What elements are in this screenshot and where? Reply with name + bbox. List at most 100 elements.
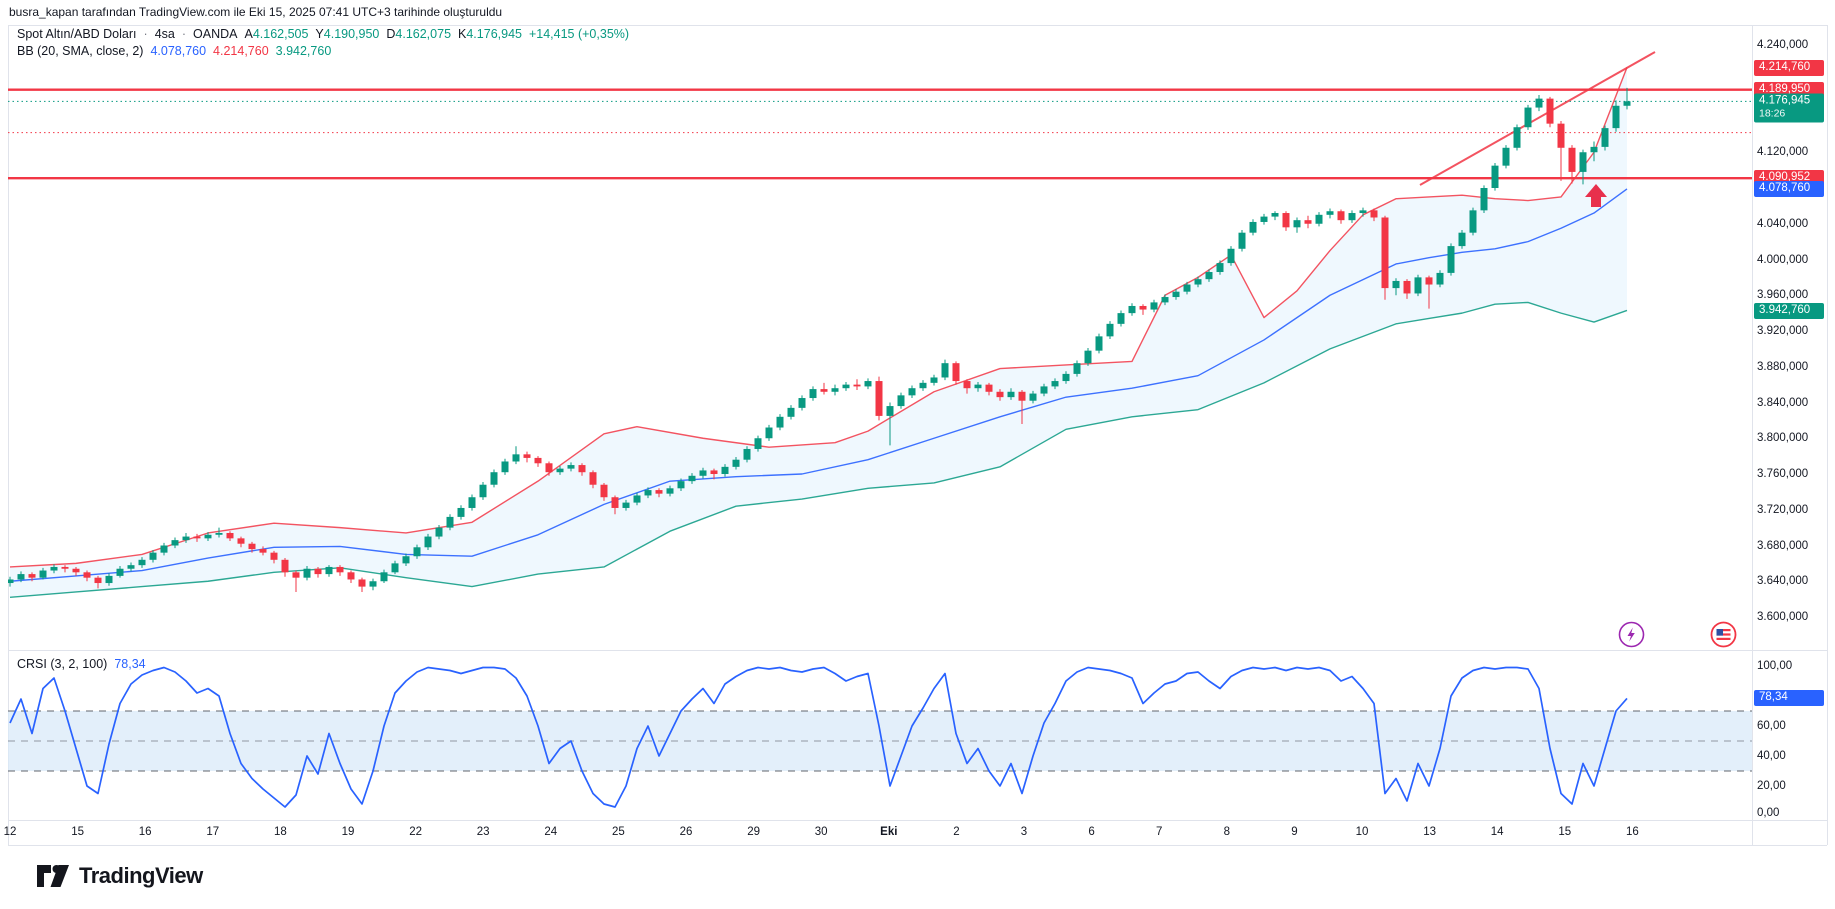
main-pane[interactable] (7, 51, 1753, 599)
candle-body (1326, 211, 1334, 215)
time-label: 16 (138, 826, 152, 838)
price-tick: 3.600,000 (1757, 611, 1809, 623)
candle-body (886, 406, 894, 416)
candle-body (347, 572, 355, 580)
tradingview-logo[interactable]: TradingView (36, 862, 203, 890)
crsi-tick: 100,00 (1757, 660, 1793, 672)
candle-body (1546, 98, 1554, 124)
time-label: 25 (611, 826, 625, 838)
candle-body (303, 568, 311, 578)
candle-body (1249, 221, 1257, 233)
candle-body (1403, 280, 1411, 294)
candle-body (1337, 211, 1345, 221)
candle-body (776, 416, 784, 428)
candle-body (864, 381, 872, 387)
time-label: 30 (814, 826, 828, 838)
candle-body (369, 581, 377, 587)
candle-body (39, 570, 47, 578)
time-label: 10 (1355, 826, 1369, 838)
candle-body (50, 566, 58, 571)
bar-countdown: 18:26 (1759, 107, 1786, 120)
candle-body (732, 459, 740, 467)
candle-body (171, 540, 179, 546)
candle-body (655, 490, 663, 494)
candle-body (1590, 146, 1598, 153)
candle-body (1414, 277, 1422, 294)
crsi-tick: 60,00 (1757, 720, 1786, 732)
price-level-badge: 4.189,950 (1754, 81, 1824, 98)
crsi-legend[interactable]: CRSI (3, 2, 100) 78,34 (17, 657, 146, 671)
candle-body (402, 556, 410, 564)
candle-body (1029, 393, 1037, 401)
candle-body (446, 516, 454, 528)
candle-body (897, 395, 905, 407)
candle-body (1447, 246, 1455, 273)
candle-body (8, 579, 14, 584)
candle-body (501, 461, 509, 473)
price-tick: 3.840,000 (1757, 396, 1809, 409)
crsi-value-badge: 78,34 (1754, 690, 1824, 707)
candle-body (1051, 381, 1059, 387)
candle-body (1370, 210, 1378, 218)
candle-body (1106, 323, 1114, 337)
candle-body (336, 566, 344, 573)
candle-body (1084, 350, 1092, 364)
crsi-pane[interactable] (8, 666, 1752, 808)
candle-body (1260, 216, 1268, 222)
candle-body (413, 547, 421, 557)
price-tick: 3.720,000 (1757, 503, 1809, 516)
candle-body (908, 388, 916, 396)
candle-body (380, 572, 388, 582)
lightning-icon[interactable] (1618, 621, 1645, 648)
bollinger-upper-line (9, 67, 1628, 568)
candle-body (600, 484, 608, 498)
candle-body (1183, 284, 1191, 292)
symbol-legend[interactable]: Spot Altın/ABD Doları · 4sa · OANDA A4.1… (17, 27, 630, 41)
candle-body (1293, 220, 1301, 228)
candle-body (644, 490, 652, 496)
candle-body (237, 538, 245, 544)
candle-body (1117, 313, 1125, 324)
candle-body (1227, 248, 1235, 264)
candle-body (974, 384, 982, 389)
candle-body (468, 497, 476, 508)
candle-body (61, 566, 69, 569)
candle-body (204, 534, 212, 539)
candle-body (512, 454, 520, 462)
candle-body (226, 532, 234, 539)
candle-body (1491, 165, 1499, 188)
trend-line[interactable] (1419, 51, 1656, 186)
time-label: 8 (1223, 826, 1230, 838)
price-tick: 3.800,000 (1757, 432, 1809, 445)
tradingview-logo-text: TradingView (79, 863, 203, 888)
price-tick: 4.240,000 (1757, 39, 1809, 51)
candle-body (853, 384, 861, 387)
candle-body (1315, 214, 1323, 224)
price-tick: 3.960,000 (1757, 289, 1809, 302)
time-label: 6 (1088, 826, 1095, 838)
bb-lower-value: 3.942,760 (275, 44, 332, 58)
candle-body (1392, 280, 1400, 289)
bb-legend[interactable]: BB (20, SMA, close, 2) 4.078,760 4.214,7… (17, 44, 331, 58)
candle-body (1502, 147, 1510, 166)
candle-body (1480, 188, 1488, 211)
time-label: 7 (1155, 826, 1163, 838)
time-axis-top-border (8, 820, 1827, 821)
price-tick: 3.680,000 (1757, 539, 1809, 552)
current-price-badge: 4.176,945 18:26 (1754, 93, 1824, 123)
candle-body (787, 407, 795, 417)
candle-body (193, 536, 201, 539)
crsi-value: 78,34 (114, 657, 146, 671)
time-label: 9 (1291, 826, 1298, 838)
candle-body (94, 577, 102, 584)
candle-body (743, 448, 751, 460)
candle-body (985, 384, 993, 392)
price-level-badge: 4.214,760 (1754, 59, 1824, 76)
us-flag-icon[interactable] (1710, 621, 1737, 648)
candle-body (116, 568, 124, 576)
arrow-up-marker[interactable] (1585, 184, 1607, 207)
candle-body (1062, 373, 1070, 382)
candle-body (952, 363, 960, 382)
ohlc-high: Y4.190,950 (315, 27, 380, 41)
